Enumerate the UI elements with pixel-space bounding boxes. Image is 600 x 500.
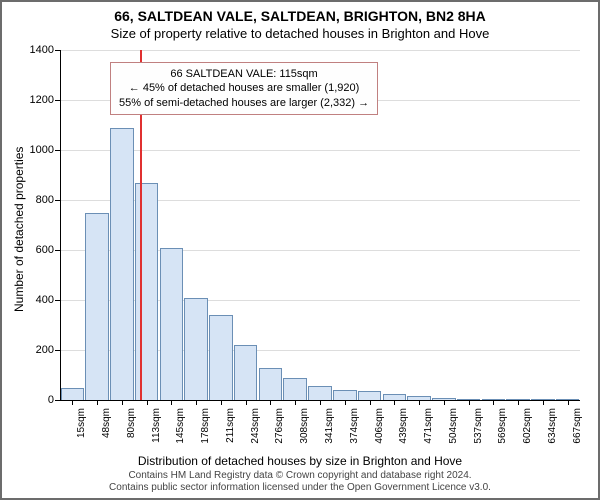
y-tick-label: 600 [36,244,54,256]
x-tick-label: 504sqm [448,408,459,444]
y-axis-line [60,50,61,400]
x-tick-label: 341sqm [324,408,335,444]
x-tick-label: 569sqm [497,408,508,444]
chart-title-sub: Size of property relative to detached ho… [2,26,598,41]
annotation-box: 66 SALTDEAN VALE: 115sqm← 45% of detache… [110,62,378,115]
histogram-bar [259,368,283,401]
histogram-bar [234,345,258,400]
x-tick-label: 439sqm [398,408,409,444]
grid-line [60,150,580,151]
y-tick-label: 400 [36,294,54,306]
footer-line-2: Contains public sector information licen… [2,482,598,494]
histogram-bar [308,386,332,400]
histogram-bar [184,298,208,401]
x-tick-label: 211sqm [225,408,236,443]
x-tick-label: 243sqm [250,408,261,444]
histogram-bar [135,183,159,401]
histogram-bar [209,315,233,400]
footer-line-1: Contains HM Land Registry data © Crown c… [2,470,598,482]
histogram-bar [110,128,134,401]
histogram-bar [358,391,382,400]
y-tick-label: 1400 [30,44,54,56]
chart-title-main: 66, SALTDEAN VALE, SALTDEAN, BRIGHTON, B… [2,8,598,24]
histogram-bar [85,213,109,401]
annotation-line-3: 55% of semi-detached houses are larger (… [119,96,369,110]
histogram-bar [283,378,307,401]
x-tick-label: 634sqm [547,408,558,444]
x-tick-label: 48sqm [101,408,112,438]
y-tick-label: 1200 [30,94,54,106]
x-axis-label: Distribution of detached houses by size … [2,454,598,468]
x-tick-label: 178sqm [200,408,211,444]
histogram-bar [333,390,357,400]
histogram-bar [160,248,184,401]
x-tick-label: 276sqm [274,408,285,444]
footer-attribution: Contains HM Land Registry data © Crown c… [2,470,598,494]
chart-container: 66, SALTDEAN VALE, SALTDEAN, BRIGHTON, B… [0,0,600,500]
x-tick-label: 471sqm [423,408,434,444]
x-tick-label: 80sqm [126,408,137,438]
x-tick-label: 667sqm [572,408,583,444]
x-tick-label: 537sqm [473,408,484,444]
y-tick-label: 200 [36,344,54,356]
x-tick-label: 374sqm [349,408,360,444]
grid-line [60,50,580,51]
y-tick-label: 0 [48,394,54,406]
x-axis-line [60,400,580,401]
plot-area: 020040060080010001200140015sqm48sqm80sqm… [60,50,580,400]
y-tick-label: 800 [36,194,54,206]
x-tick-label: 145sqm [175,408,186,444]
y-tick-label: 1000 [30,144,54,156]
x-tick-label: 602sqm [522,408,533,444]
x-tick-label: 308sqm [299,408,310,444]
x-tick-label: 406sqm [374,408,385,444]
y-axis-label: Number of detached properties [12,147,26,312]
x-tick-label: 113sqm [151,408,162,443]
annotation-line-2: ← 45% of detached houses are smaller (1,… [119,81,369,95]
annotation-line-1: 66 SALTDEAN VALE: 115sqm [119,67,369,81]
x-tick-label: 15sqm [76,408,87,438]
histogram-bar [61,388,85,401]
